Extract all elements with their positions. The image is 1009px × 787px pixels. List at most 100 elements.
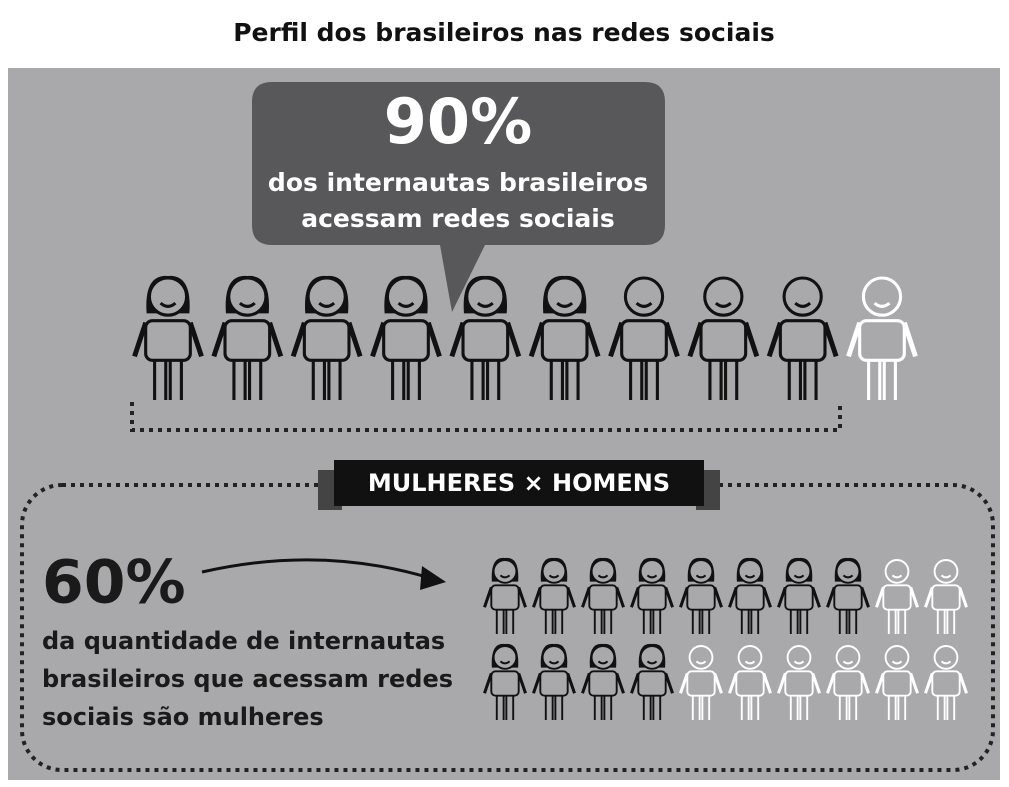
legs <box>495 695 515 720</box>
face <box>499 660 511 665</box>
body <box>539 670 569 697</box>
legs <box>495 609 515 634</box>
body <box>931 670 961 697</box>
arms <box>211 321 284 358</box>
legs <box>691 609 711 634</box>
person-icon <box>608 276 680 400</box>
arms <box>679 672 723 694</box>
legs <box>470 360 501 400</box>
arms <box>370 321 442 358</box>
body <box>735 670 765 697</box>
face <box>597 574 609 579</box>
head <box>933 645 959 670</box>
head <box>465 276 506 317</box>
head <box>590 645 616 670</box>
legs <box>838 609 858 634</box>
arms <box>630 586 674 608</box>
legs <box>391 360 421 400</box>
face <box>548 574 560 579</box>
head <box>737 645 763 670</box>
arms <box>532 586 576 608</box>
arms <box>728 672 772 694</box>
head <box>884 645 910 670</box>
body <box>620 319 668 362</box>
head <box>385 276 427 317</box>
person-icon <box>370 275 442 400</box>
person-icon <box>211 275 284 400</box>
body <box>833 584 863 611</box>
person-icon <box>630 643 674 720</box>
person-icon <box>532 557 576 634</box>
body <box>637 670 667 697</box>
face <box>597 660 609 665</box>
person-icon <box>290 275 363 400</box>
face <box>695 574 707 579</box>
speech-bubble <box>252 82 665 312</box>
head <box>703 276 744 317</box>
legs <box>789 609 809 634</box>
arms <box>777 672 821 694</box>
face <box>873 301 891 308</box>
head <box>835 645 861 670</box>
face <box>714 301 732 308</box>
arms <box>290 321 363 358</box>
person-icon <box>924 559 968 634</box>
arms <box>826 586 870 608</box>
person-icon <box>766 276 839 400</box>
arms <box>581 586 625 608</box>
face <box>794 301 812 308</box>
face <box>397 301 415 308</box>
legs <box>593 609 613 634</box>
badge-text: MULHERES × HOMENS <box>368 469 670 497</box>
head <box>933 559 959 584</box>
body <box>833 670 863 697</box>
face <box>793 660 805 665</box>
person-icon <box>483 557 527 634</box>
legs <box>936 695 956 720</box>
head <box>541 645 567 670</box>
legs <box>544 609 564 634</box>
body <box>686 670 716 697</box>
body <box>735 584 765 611</box>
head <box>884 559 910 584</box>
face <box>842 660 854 665</box>
person-icon <box>449 275 522 400</box>
head <box>227 276 268 317</box>
person-icon <box>728 557 772 634</box>
arms <box>875 586 919 608</box>
arms <box>532 672 576 694</box>
arms <box>826 672 870 694</box>
legs <box>544 695 564 720</box>
person-icon <box>826 557 870 634</box>
face <box>744 660 756 665</box>
face <box>940 660 952 665</box>
head <box>623 276 665 317</box>
legs <box>838 695 858 720</box>
body <box>784 584 814 611</box>
face <box>744 574 756 579</box>
headline-line: acessam redes sociais <box>301 204 615 233</box>
arms <box>924 672 968 694</box>
arms <box>483 586 527 608</box>
arms <box>766 321 839 358</box>
body <box>490 670 520 697</box>
arms <box>528 321 601 358</box>
person-icon <box>679 557 723 634</box>
legs <box>887 695 907 720</box>
face <box>556 301 574 308</box>
person-icon <box>581 557 625 634</box>
women-stat: 60% <box>42 548 186 618</box>
face <box>793 574 805 579</box>
legs <box>708 360 739 400</box>
person-icon <box>875 645 919 720</box>
face <box>646 574 658 579</box>
face <box>891 574 903 579</box>
body <box>931 584 961 611</box>
person-icon <box>132 275 204 400</box>
arrow-head <box>420 566 446 590</box>
arms <box>581 672 625 694</box>
person-icon <box>630 557 674 634</box>
headline-stat: 90% <box>384 85 532 158</box>
head <box>541 559 567 584</box>
